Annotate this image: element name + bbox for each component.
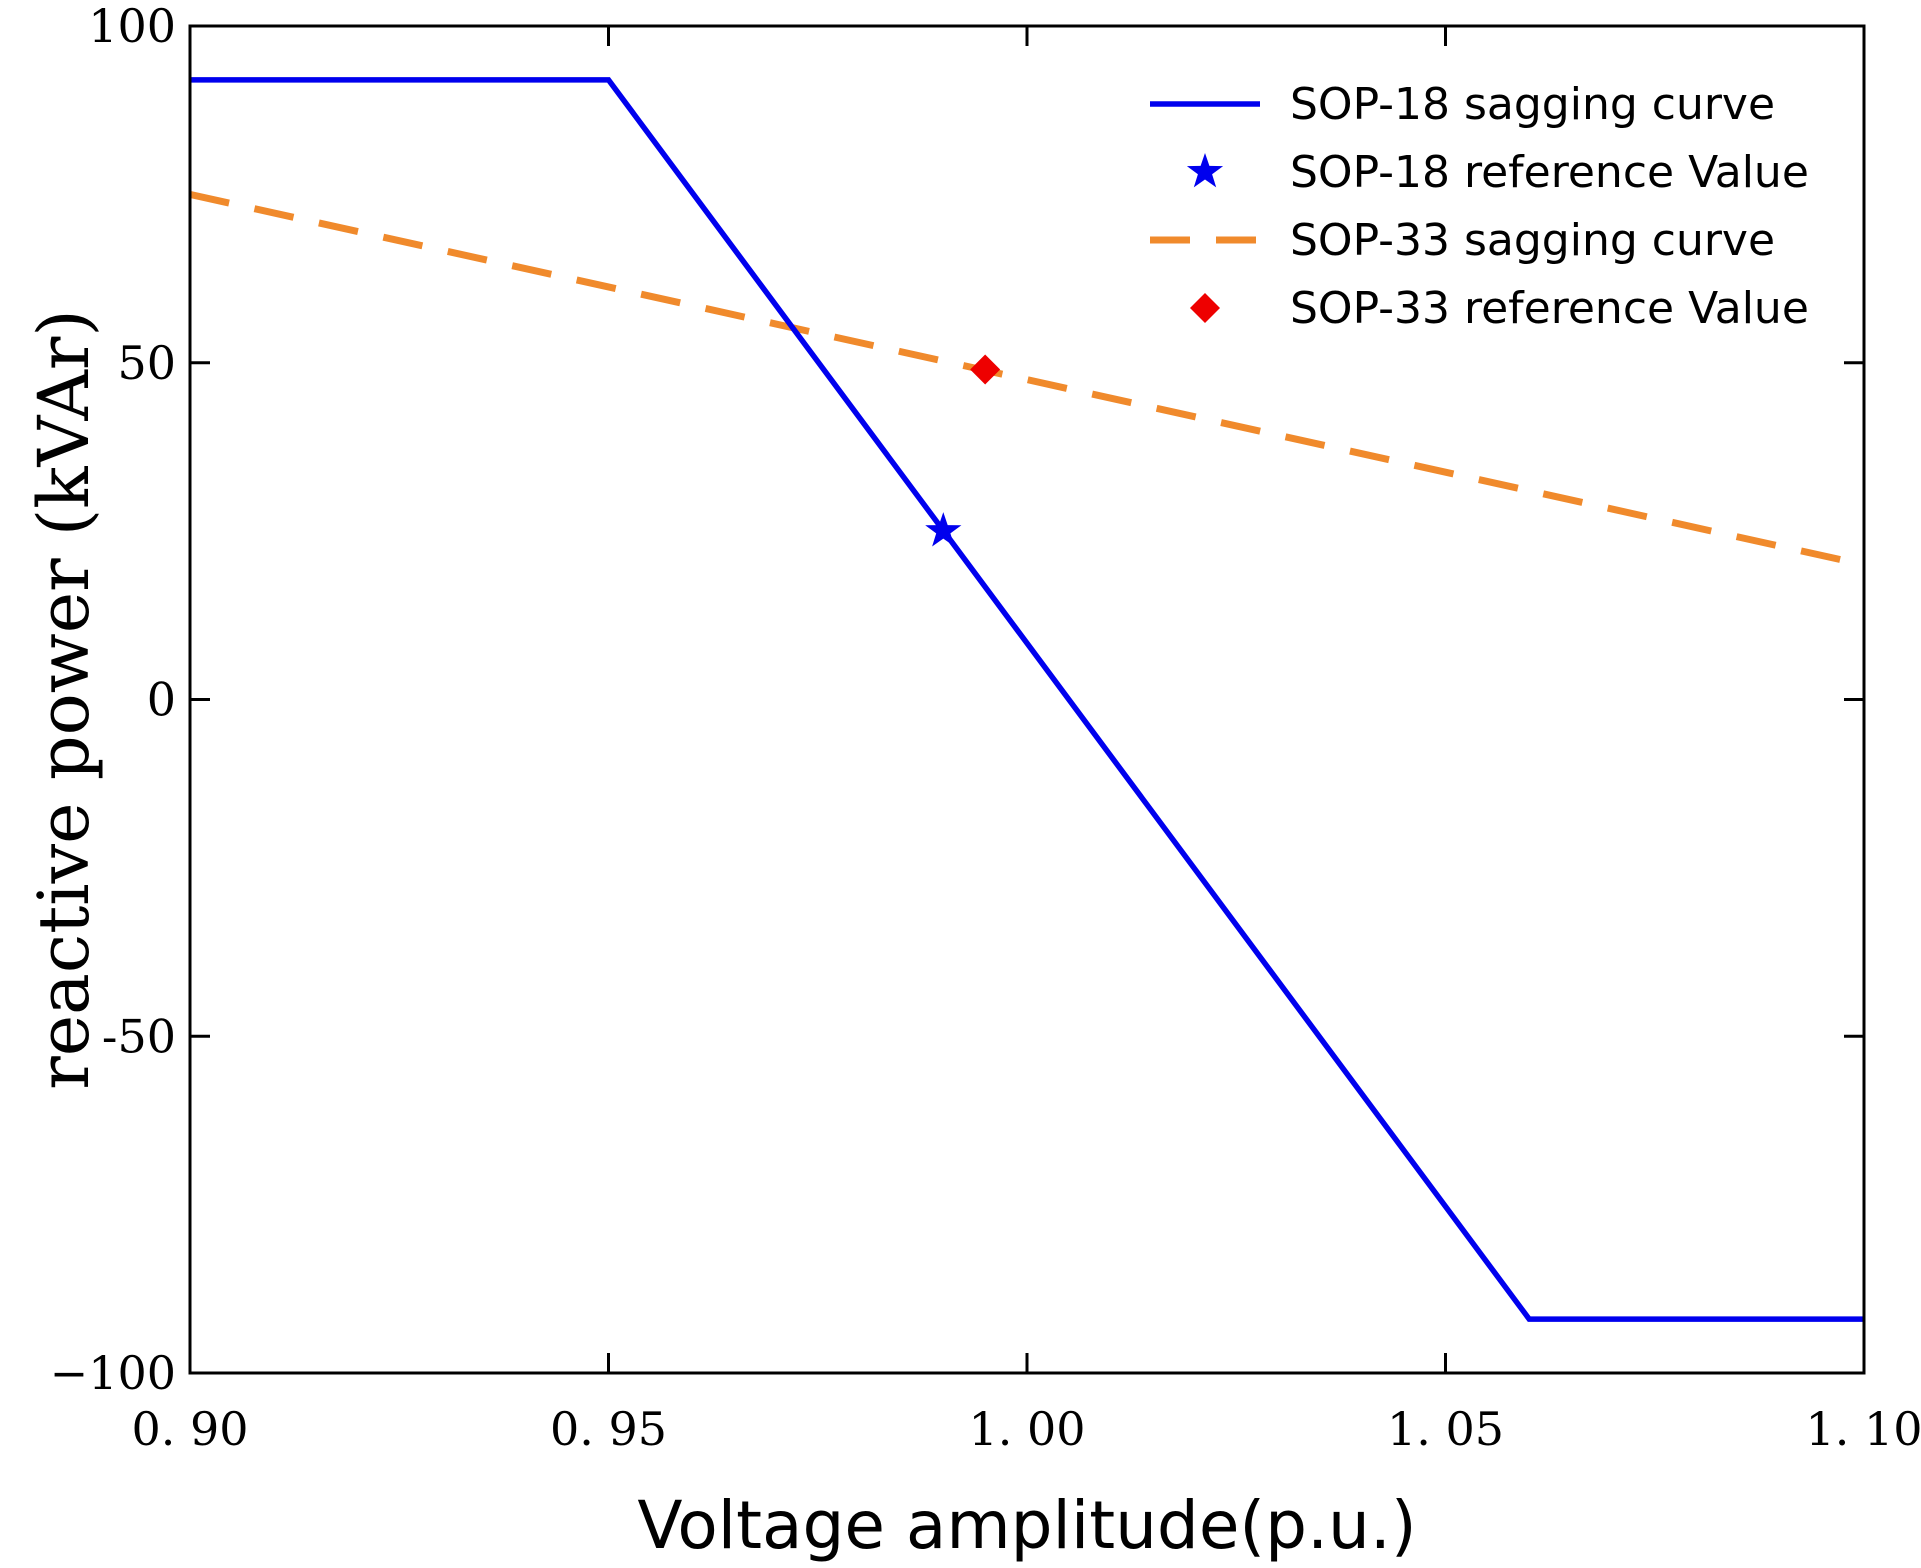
x-tick-label: 1. 10 (1805, 1402, 1921, 1456)
y-tick-label: 100 (88, 0, 176, 53)
y-tick-label: 50 (117, 336, 176, 390)
legend-label: SOP-18 reference Value (1290, 147, 1809, 198)
x-tick-label: 0. 95 (550, 1402, 667, 1456)
y-tick-label: -50 (102, 1009, 176, 1063)
x-tick-label: 1. 05 (1387, 1402, 1504, 1456)
legend: SOP-18 sagging curve SOP-18 reference Val… (1150, 79, 1809, 334)
series-point-sop-33-reference-value (970, 354, 1001, 385)
legend-marker-sop-18-reference-value (1186, 153, 1224, 188)
x-tick-label: 0. 90 (131, 1402, 248, 1456)
series-line-sop-33-sagging-curve (190, 190, 1864, 569)
legend-label: SOP-33 reference Value (1290, 283, 1809, 334)
y-axis-title: reactive power (kVAr) (23, 309, 105, 1089)
y-tick-label: 0 (147, 673, 176, 727)
series-point-sop-18-reference-value (925, 512, 962, 547)
legend-label: SOP-33 sagging curve (1290, 215, 1775, 266)
series-layer (190, 77, 1864, 1322)
y-tick-label: −100 (50, 1346, 176, 1400)
x-axis-title: Voltage amplitude(p.u.) (637, 1487, 1416, 1564)
ticks-layer: 0. 90 0. 95 1. 00 1. 05 1. 10 100 50 0 -50 −100 (50, 0, 1921, 1456)
legend-label: SOP-18 sagging curve (1290, 79, 1775, 130)
series-line-sop-18-sagging-curve (190, 77, 1864, 1322)
legend-marker-sop-33-reference-value (1190, 293, 1220, 323)
x-tick-label: 1. 00 (968, 1402, 1085, 1456)
